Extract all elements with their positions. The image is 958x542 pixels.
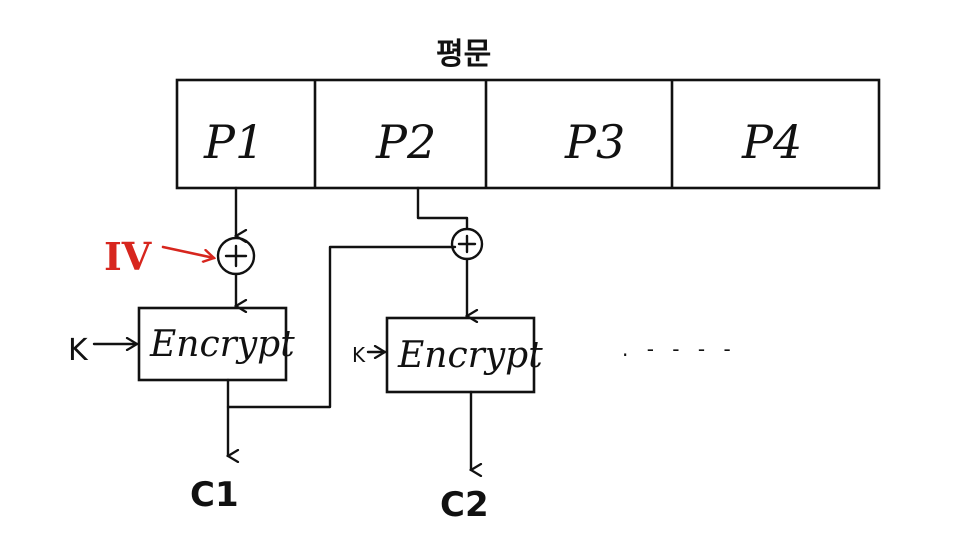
plaintext-container: [175, 78, 881, 190]
encrypt-box-2: [385, 316, 536, 394]
iv-label: IV: [104, 234, 153, 279]
iv-arrow: [161, 245, 214, 258]
chain-block-1: IV Encrypt K C1: [68, 186, 295, 515]
encrypt-box-1: [137, 306, 288, 382]
plaintext-block-p1: P1: [203, 115, 264, 169]
key-label-1: K: [68, 333, 89, 368]
plaintext-title: 평문: [436, 37, 491, 72]
chain-block-2: Encrypt K C2: [352, 186, 543, 525]
p2-to-xor-line: [416, 186, 469, 230]
chaining-feedback-line: [226, 245, 457, 409]
ciphertext-c2: C2: [440, 485, 489, 525]
key-label-2: K: [352, 343, 366, 367]
plaintext-block-p3: P3: [564, 115, 625, 169]
plaintext-block-p2: P2: [375, 115, 436, 169]
plaintext-block-p4: P4: [741, 115, 802, 169]
encrypt-label-2: Encrypt: [397, 335, 543, 376]
encrypt-label-1: Encrypt: [149, 324, 295, 365]
ciphertext-c1: C1: [190, 475, 239, 515]
continuation-ellipsis: . - - - -: [622, 337, 737, 361]
plaintext-row: P1 P2 P3 P4: [175, 78, 881, 190]
